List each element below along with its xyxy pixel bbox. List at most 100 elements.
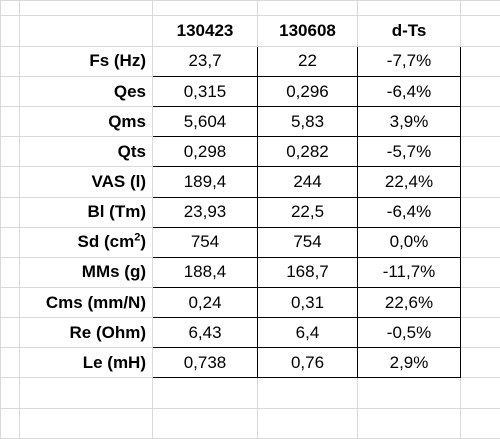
cell[interactable] (0, 45, 20, 77)
cell[interactable] (357, 0, 461, 16)
cell[interactable] (0, 166, 20, 198)
cell[interactable] (460, 0, 500, 16)
cell[interactable] (257, 377, 358, 409)
value-cell-a[interactable]: 0,315 (152, 75, 258, 108)
value-cell-a[interactable]: 0,24 (152, 287, 258, 319)
cell[interactable] (357, 407, 461, 439)
cell[interactable] (0, 377, 20, 409)
cell[interactable] (460, 45, 500, 77)
row-label[interactable]: Sd (cm2) (19, 226, 153, 258)
row-label[interactable]: Qms (19, 106, 153, 138)
header-cell-d-ts[interactable]: d-Ts (357, 14, 461, 47)
table-row: Le (mH) 0,738 0,76 2,9% (0, 347, 500, 379)
table-row: Cms (mm/N) 0,24 0,31 22,6% (0, 287, 500, 319)
table-row: Qts 0,298 0,282 -5,7% (0, 136, 500, 168)
value-cell-c[interactable]: 2,9% (357, 347, 461, 379)
header-cell-130608[interactable]: 130608 (257, 14, 358, 47)
row-label[interactable]: VAS (l) (19, 166, 153, 198)
value-cell-c[interactable]: -5,7% (357, 136, 461, 168)
table-row: VAS (l) 189,4 244 22,4% (0, 166, 500, 198)
cell[interactable] (257, 0, 358, 16)
value-cell-b[interactable]: 244 (257, 166, 358, 198)
value-cell-b[interactable]: 5,83 (257, 106, 358, 138)
value-cell-c[interactable]: 0,0% (357, 226, 461, 258)
cell[interactable] (460, 226, 500, 258)
row-label[interactable]: Bl (Tm) (19, 196, 153, 228)
value-cell-a[interactable]: 0,738 (152, 347, 258, 379)
cell[interactable] (0, 226, 20, 258)
value-cell-a[interactable]: 23,93 (152, 196, 258, 228)
cell[interactable] (357, 377, 461, 409)
cell[interactable] (19, 0, 153, 16)
cell[interactable] (19, 377, 153, 409)
value-cell-a[interactable]: 189,4 (152, 166, 258, 198)
table-row: Qms 5,604 5,83 3,9% (0, 106, 500, 138)
cell[interactable] (0, 0, 20, 16)
cell[interactable] (0, 75, 20, 108)
cell[interactable] (19, 14, 153, 47)
row-label[interactable]: Le (mH) (19, 347, 153, 379)
cell[interactable] (0, 136, 20, 168)
cell[interactable] (460, 256, 500, 289)
value-cell-c[interactable]: 22,4% (357, 166, 461, 198)
value-cell-c[interactable]: -6,4% (357, 196, 461, 228)
value-cell-c[interactable]: 3,9% (357, 106, 461, 138)
value-cell-c[interactable]: 22,6% (357, 287, 461, 319)
cell[interactable] (152, 377, 258, 409)
sheet-row-blank-top (0, 0, 500, 16)
cell[interactable] (460, 287, 500, 319)
cell[interactable] (0, 407, 20, 439)
row-label[interactable]: Qts (19, 136, 153, 168)
cell[interactable] (460, 166, 500, 198)
value-cell-c[interactable]: -11,7% (357, 256, 461, 289)
cell[interactable] (460, 136, 500, 168)
cell[interactable] (460, 377, 500, 409)
value-cell-a[interactable]: 5,604 (152, 106, 258, 138)
superscript-2: 2 (134, 231, 141, 244)
value-cell-c[interactable]: -6,4% (357, 75, 461, 108)
value-cell-a[interactable]: 23,7 (152, 45, 258, 77)
cell[interactable] (19, 407, 153, 439)
cell[interactable] (257, 407, 358, 439)
cell[interactable] (0, 14, 20, 47)
value-cell-a[interactable]: 188,4 (152, 256, 258, 289)
header-cell-130423[interactable]: 130423 (152, 14, 258, 47)
value-cell-b[interactable]: 22,5 (257, 196, 358, 228)
value-cell-b[interactable]: 754 (257, 226, 358, 258)
cell[interactable] (460, 106, 500, 138)
cell[interactable] (460, 196, 500, 228)
value-cell-b[interactable]: 0,76 (257, 347, 358, 379)
value-cell-b[interactable]: 0,296 (257, 75, 358, 108)
table-row: Sd (cm2) 754 754 0,0% (0, 226, 500, 258)
row-label[interactable]: MMs (g) (19, 256, 153, 289)
row-label[interactable]: Fs (Hz) (19, 45, 153, 77)
value-cell-a[interactable]: 754 (152, 226, 258, 258)
cell[interactable] (460, 14, 500, 47)
cell[interactable] (0, 287, 20, 319)
cell[interactable] (460, 347, 500, 379)
cell[interactable] (460, 317, 500, 349)
value-cell-b[interactable]: 168,7 (257, 256, 358, 289)
cell[interactable] (460, 75, 500, 108)
row-label[interactable]: Re (Ohm) (19, 317, 153, 349)
cell[interactable] (0, 106, 20, 138)
row-label[interactable]: Qes (19, 75, 153, 108)
value-cell-b[interactable]: 22 (257, 45, 358, 77)
value-cell-b[interactable]: 6,4 (257, 317, 358, 349)
value-cell-b[interactable]: 0,282 (257, 136, 358, 168)
cell[interactable] (460, 407, 500, 439)
cell[interactable] (152, 407, 258, 439)
cell[interactable] (0, 196, 20, 228)
table-row: Re (Ohm) 6,43 6,4 -0,5% (0, 317, 500, 349)
value-cell-a[interactable]: 0,298 (152, 136, 258, 168)
value-cell-c[interactable]: -7,7% (357, 45, 461, 77)
value-cell-b[interactable]: 0,31 (257, 287, 358, 319)
cell[interactable] (152, 0, 258, 16)
cell[interactable] (0, 347, 20, 379)
cell[interactable] (0, 256, 20, 289)
sheet-row-blank (0, 377, 500, 409)
row-label[interactable]: Cms (mm/N) (19, 287, 153, 319)
value-cell-c[interactable]: -0,5% (357, 317, 461, 349)
cell[interactable] (0, 317, 20, 349)
value-cell-a[interactable]: 6,43 (152, 317, 258, 349)
